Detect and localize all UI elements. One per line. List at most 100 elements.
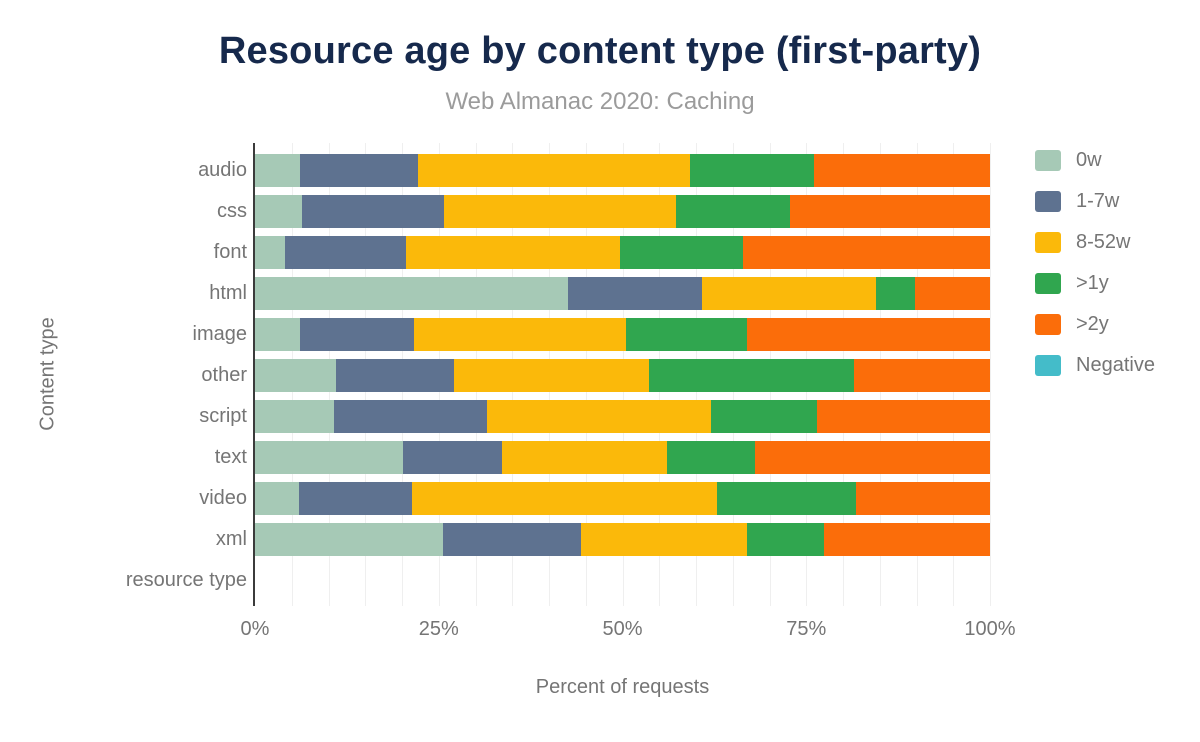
bar-segment[interactable] [746, 317, 990, 351]
bar-row [255, 317, 990, 351]
bar-segment[interactable] [454, 358, 649, 392]
bar-segment[interactable] [626, 317, 747, 351]
legend-label: 0w [1076, 149, 1102, 171]
y-axis-label: html [209, 282, 247, 304]
y-axis-label: other [201, 364, 247, 386]
bar-segment[interactable] [413, 317, 627, 351]
y-axis-label: font [213, 241, 247, 263]
bar-segment[interactable] [255, 440, 404, 474]
x-axis-tick-label: 50% [602, 618, 643, 640]
legend-swatch-icon [1035, 273, 1061, 294]
bar-segment[interactable] [790, 194, 990, 228]
bar-segment[interactable] [255, 153, 300, 187]
bar-segment[interactable] [255, 194, 303, 228]
y-axis-label: xml [215, 528, 247, 550]
bar-row [255, 235, 990, 269]
bar-segment[interactable] [746, 522, 824, 556]
legend-swatch-icon [1035, 191, 1061, 212]
bar-segment[interactable] [620, 235, 744, 269]
x-axis-tick-label: 100% [964, 618, 1016, 640]
bar-segment[interactable] [676, 194, 791, 228]
legend-label: 1-7w [1076, 190, 1120, 212]
legend-swatch-icon [1035, 355, 1061, 376]
bar-row [255, 153, 990, 187]
bar-segment[interactable] [716, 481, 857, 515]
bar-segment[interactable] [335, 358, 455, 392]
bar-segment[interactable] [255, 399, 334, 433]
legend-swatch-icon [1035, 232, 1061, 253]
bar-segment[interactable] [299, 481, 412, 515]
bar-segment[interactable] [299, 153, 419, 187]
bar-segment[interactable] [701, 276, 877, 310]
bar-segment[interactable] [255, 276, 569, 310]
bar-segment[interactable] [816, 399, 990, 433]
bar-segment[interactable] [255, 522, 444, 556]
legend-item[interactable]: >1y [1035, 272, 1155, 294]
y-axis-line [253, 143, 255, 606]
bar-segment[interactable] [418, 153, 691, 187]
y-axis-label: audio [198, 159, 247, 181]
bar-segment[interactable] [443, 522, 581, 556]
bar-row [255, 276, 990, 310]
bar-row [255, 564, 990, 597]
y-axis-label: resource type [125, 569, 247, 591]
bar-segment[interactable] [568, 276, 702, 310]
bar-row [255, 481, 990, 515]
bar-row [255, 399, 990, 433]
bar-row [255, 440, 990, 474]
bar-segment[interactable] [666, 440, 755, 474]
y-axis-label: script [199, 405, 247, 427]
x-axis-title: Percent of requests [535, 676, 710, 698]
bar-segment[interactable] [754, 440, 990, 474]
bar-segment[interactable] [403, 440, 502, 474]
legend-label: >1y [1076, 272, 1109, 294]
bar-segment[interactable] [501, 440, 667, 474]
chart-subtitle: Web Almanac 2020: Caching [445, 88, 755, 115]
x-axis-tick-label: 0% [240, 618, 270, 640]
legend-label: 8-52w [1076, 231, 1131, 253]
y-axis-label: image [192, 323, 247, 345]
bar-segment[interactable] [255, 481, 300, 515]
legend-label: >2y [1076, 313, 1109, 335]
bar-row [255, 194, 990, 228]
legend-label: Negative [1076, 354, 1155, 376]
bar-segment[interactable] [255, 358, 336, 392]
legend-item[interactable]: >2y [1035, 313, 1155, 335]
chart-title: Resource age by content type (first-part… [218, 30, 982, 72]
legend-item[interactable]: Negative [1035, 354, 1155, 376]
bar-segment[interactable] [915, 276, 990, 310]
plot-area [253, 143, 991, 606]
bar-segment[interactable] [711, 399, 817, 433]
bar-segment[interactable] [333, 399, 487, 433]
bar-segment[interactable] [823, 522, 990, 556]
bar-segment[interactable] [690, 153, 814, 187]
legend-item[interactable]: 0w [1035, 149, 1155, 171]
bar-segment[interactable] [255, 317, 300, 351]
bar-segment[interactable] [406, 235, 621, 269]
bar-segment[interactable] [285, 235, 407, 269]
gridline [990, 143, 991, 606]
y-axis-label: text [214, 446, 247, 468]
bar-segment[interactable] [411, 481, 717, 515]
bar-segment[interactable] [856, 481, 990, 515]
legend-item[interactable]: 8-52w [1035, 231, 1155, 253]
x-axis-tick-label: 25% [418, 618, 459, 640]
bar-segment[interactable] [648, 358, 855, 392]
bar-segment[interactable] [302, 194, 444, 228]
bar-segment[interactable] [580, 522, 747, 556]
bar-segment[interactable] [854, 358, 990, 392]
bar-segment[interactable] [743, 235, 990, 269]
y-axis-label: css [217, 200, 247, 222]
legend-swatch-icon [1035, 150, 1061, 171]
legend-item[interactable]: 1-7w [1035, 190, 1155, 212]
bar-row [255, 358, 990, 392]
bar-segment[interactable] [299, 317, 414, 351]
bar-segment[interactable] [876, 276, 916, 310]
legend-swatch-icon [1035, 314, 1061, 335]
bar-segment[interactable] [443, 194, 677, 228]
bar-segment[interactable] [813, 153, 990, 187]
bar-segment[interactable] [255, 235, 286, 269]
bar-segment[interactable] [486, 399, 712, 433]
legend: 0w 1-7w 8-52w >1y >2y Negative [1035, 149, 1155, 396]
